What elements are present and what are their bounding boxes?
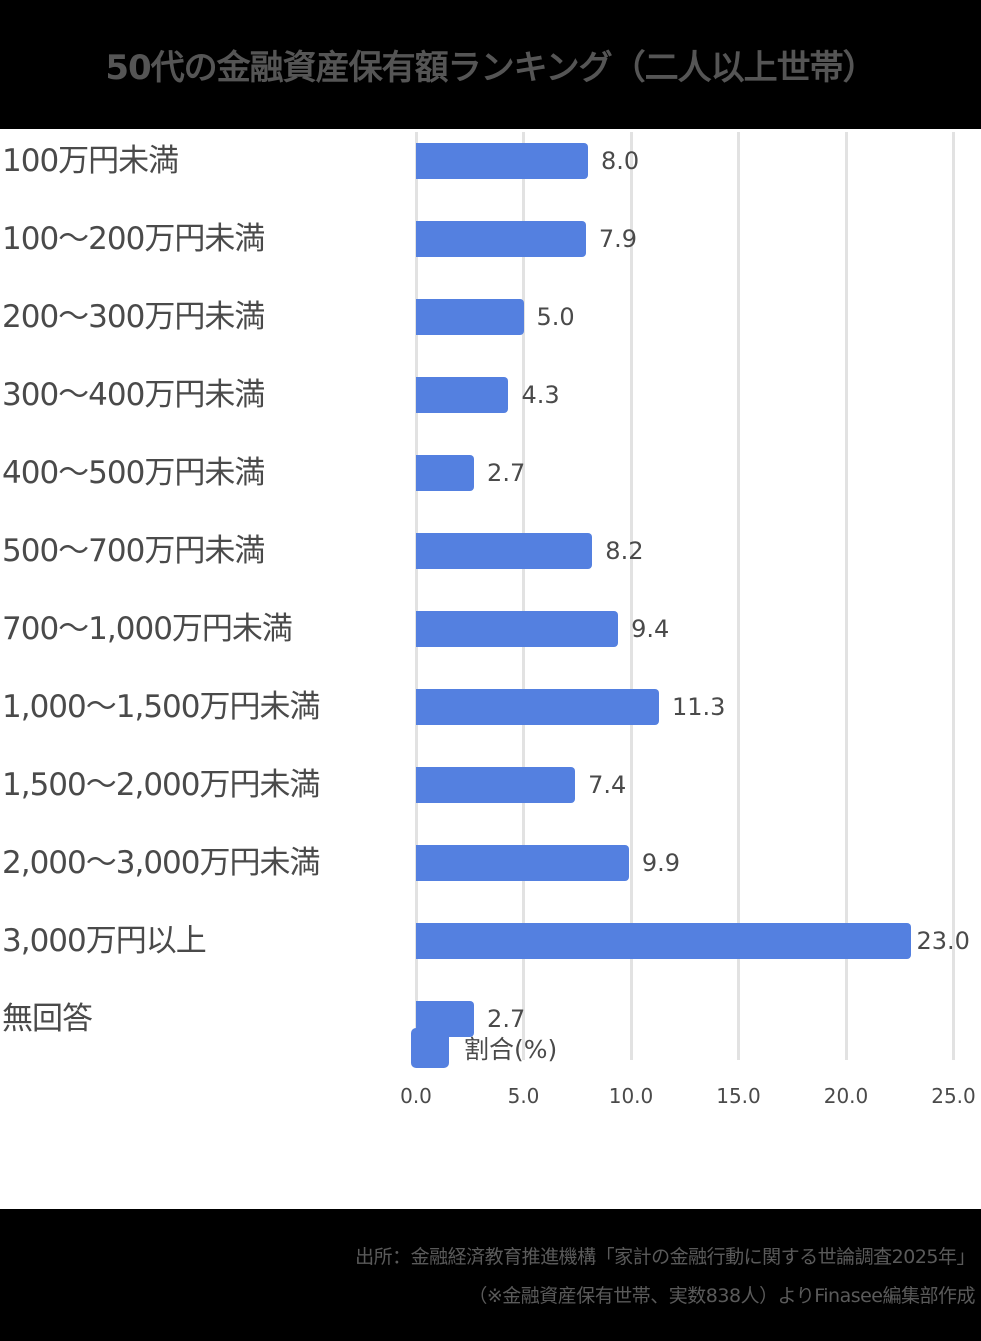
bar-value-label: 2.7: [487, 1005, 526, 1033]
bar-value-label: 7.9: [598, 225, 638, 253]
gridline: [952, 132, 955, 1060]
category-label: 無回答: [2, 1001, 93, 1037]
category-label: 200〜300万円未満: [2, 299, 265, 335]
category-label: 1,500〜2,000万円未満: [2, 767, 320, 803]
source-line-1: 出所：金融経済教育推進機構「家計の金融行動に関する世論調査2025年」: [355, 1246, 975, 1268]
bar: [416, 455, 475, 491]
category-label: 2,000〜3,000万円未満: [2, 845, 320, 881]
gridline: [414, 132, 418, 1060]
x-axis-tick-label: 5.0: [507, 1084, 540, 1108]
bar-value-label: 11.3: [671, 693, 726, 721]
bar-value-label: 23.0: [916, 927, 970, 955]
gridline: [737, 132, 740, 1060]
bar-value-label: 9.4: [631, 615, 670, 643]
category-label: 700〜1,000万円未満: [2, 611, 293, 647]
legend-swatch: [411, 1028, 449, 1068]
bar-value-label: 4.3: [521, 381, 560, 409]
category-label: 100万円未満: [2, 143, 179, 179]
gridline: [629, 132, 633, 1060]
bar: [416, 143, 588, 179]
bar: [416, 221, 586, 257]
bar: [416, 533, 593, 569]
x-axis-tick-label: 25.0: [931, 1084, 976, 1108]
chart-header: 50代の金融資産保有額ランキング（二人以上世帯）: [0, 0, 981, 129]
x-axis-tick-label: 20.0: [823, 1084, 869, 1108]
category-label: 1,000〜1,500万円未満: [2, 689, 320, 725]
bar-value-label: 5.0: [536, 303, 575, 331]
x-axis-tick-label: 10.0: [608, 1084, 654, 1108]
bar-value-label: 7.4: [588, 771, 627, 799]
legend-label: 割合(%): [464, 1035, 558, 1064]
gridline: [844, 132, 848, 1060]
bar-value-label: 8.0: [601, 147, 640, 175]
category-label: 300〜400万円未満: [2, 377, 265, 413]
category-label: 400〜500万円未満: [2, 455, 265, 491]
category-label: 500〜700万円未満: [2, 533, 265, 569]
bar-value-label: 9.9: [641, 849, 681, 877]
x-axis-tick-label: 15.0: [716, 1084, 761, 1108]
bar: [416, 611, 619, 647]
bar: [416, 299, 524, 335]
chart-title: 50代の金融資産保有額ランキング（二人以上世帯）: [105, 48, 876, 88]
gridline: [522, 132, 525, 1060]
bar: [416, 767, 576, 803]
x-axis-tick-label: 0.0: [400, 1084, 432, 1108]
bar: [416, 845, 629, 881]
bar: [416, 689, 659, 725]
bar-chart-plot: 0.0 5.0 10.0 15.0 20.0 25.0 100万円未満 8.0 100〜200万…: [0, 129, 981, 1209]
source-footer: 出所：金融経済教育推進機構「家計の金融行動に関する世論調査2025年」 （※金融…: [0, 1209, 981, 1341]
chart-legend: 割合(%): [411, 1028, 557, 1068]
bar-value-label: 2.7: [487, 459, 526, 487]
bar: [416, 377, 509, 413]
bar: [416, 923, 911, 959]
category-label: 3,000万円以上: [2, 923, 207, 959]
source-line-2: （※金融資産保有世帯、実数838人）よりFinasee編集部作成: [468, 1285, 975, 1307]
bar-value-label: 8.2: [605, 537, 644, 565]
category-label: 100〜200万円未満: [2, 221, 265, 257]
